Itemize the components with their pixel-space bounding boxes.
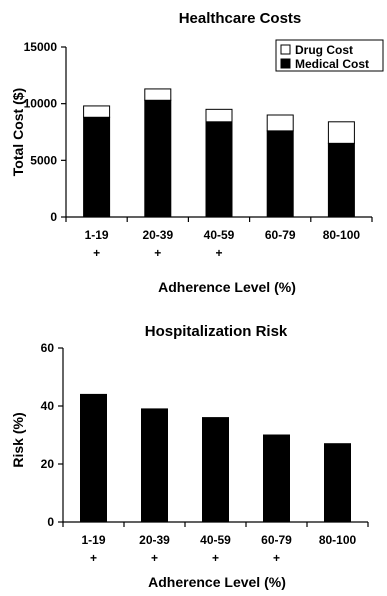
chart1-legend: Drug Cost Medical Cost <box>275 39 384 72</box>
x-tick-label: 60-79 <box>261 533 292 547</box>
legend-swatch-drug-cost <box>280 44 291 55</box>
y-tick-label: 15000 <box>24 40 58 54</box>
bar-1-19-value <box>80 393 107 523</box>
bar-60-79-medical-cost <box>266 130 294 218</box>
bar-40-59-drug-cost <box>205 108 233 123</box>
x-tick-label: 80-100 <box>323 228 361 242</box>
y-tick-label: 10000 <box>24 97 58 111</box>
y-tick-label: 40 <box>41 399 55 413</box>
bar-80-100-drug-cost <box>327 121 355 144</box>
bar-1-19-medical-cost <box>83 116 111 218</box>
x-tick-label: 40-59 <box>204 228 235 242</box>
chart2-ticks: 0 20 40 60 1-19 +20-39 +40-59 +60-79 +80-100 <box>41 341 357 565</box>
bar-40-59-value <box>202 417 229 523</box>
bar-20-39-drug-cost <box>144 88 172 101</box>
x-tick-label: 1-19 <box>81 533 105 547</box>
legend-box <box>275 39 384 72</box>
x-tick-label: 20-39 <box>142 228 173 242</box>
y-tick-label: 20 <box>41 457 55 471</box>
chart1-ticks: 0 5000 10000 15000 1-19 +20-39 +40-59 +60-79 80-… <box>24 40 361 260</box>
significance-marker: + <box>273 551 280 565</box>
healthcare-costs-chart: Healthcare Costs Total Cost ($) Adherenc… <box>10 10 384 295</box>
chart1-ylabel: Total Cost ($) <box>10 88 26 176</box>
chart2-bars <box>80 393 351 523</box>
significance-marker: + <box>212 551 219 565</box>
chart2-title: Hospitalization Risk <box>145 323 288 340</box>
significance-marker: + <box>90 551 97 565</box>
bar-80-100-medical-cost <box>327 142 355 218</box>
bar-1-19-drug-cost <box>83 105 111 118</box>
legend-label-medical-cost: Medical Cost <box>295 57 369 71</box>
chart1-xlabel: Adherence Level (%) <box>158 279 296 295</box>
hospitalization-risk-chart: Hospitalization Risk Risk (%) Adherence … <box>10 323 369 590</box>
x-tick-label: 1-19 <box>85 228 109 242</box>
x-tick-label: 60-79 <box>265 228 296 242</box>
significance-marker: + <box>93 246 100 260</box>
bar-20-39-medical-cost <box>144 99 172 218</box>
bar-40-59-medical-cost <box>205 121 233 218</box>
chart2-ylabel: Risk (%) <box>10 412 26 467</box>
bar-60-79-drug-cost <box>266 114 294 132</box>
chart2-xlabel: Adherence Level (%) <box>148 574 286 590</box>
y-tick-label: 60 <box>41 341 55 355</box>
y-tick-label: 0 <box>50 210 57 224</box>
bar-60-79-value <box>263 434 290 523</box>
chart1-title: Healthcare Costs <box>179 10 302 27</box>
x-tick-label: 40-59 <box>200 533 231 547</box>
bar-80-100-value <box>324 443 351 523</box>
significance-marker: + <box>215 246 222 260</box>
legend-label-drug-cost: Drug Cost <box>295 43 353 57</box>
significance-marker: + <box>154 246 161 260</box>
x-tick-label: 80-100 <box>319 533 357 547</box>
y-tick-label: 5000 <box>30 153 57 167</box>
legend-swatch-medical-cost <box>280 58 291 69</box>
y-tick-label: 0 <box>47 515 54 529</box>
significance-marker: + <box>151 551 158 565</box>
bar-20-39-value <box>141 408 168 523</box>
x-tick-label: 20-39 <box>139 533 170 547</box>
chart1-bars <box>83 88 355 218</box>
